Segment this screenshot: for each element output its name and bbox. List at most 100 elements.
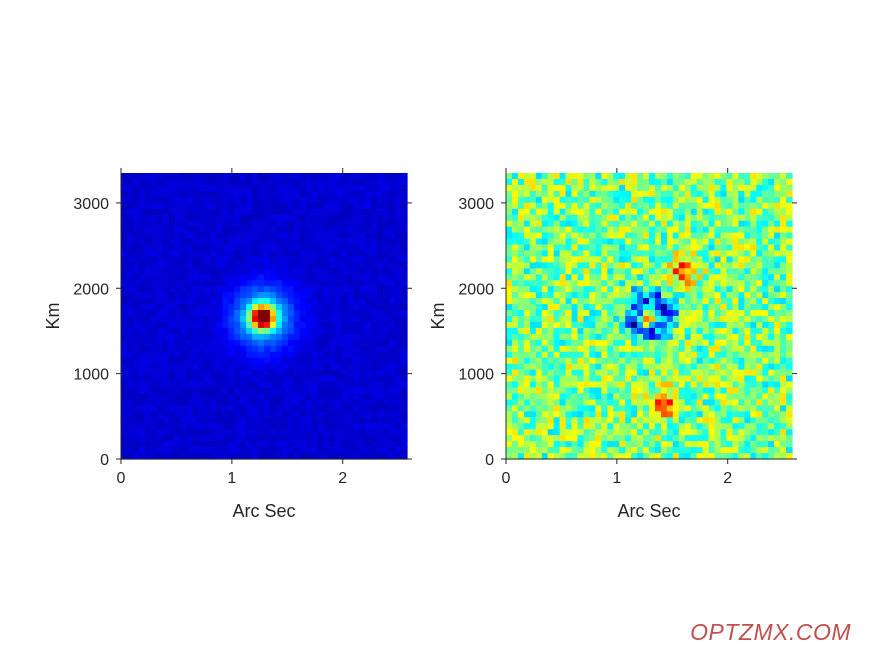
heatmap-cell [138,417,146,424]
heatmap-cell [583,220,591,228]
heatmap-cell [281,214,289,222]
heatmap-cell [762,381,769,389]
heatmap-cell [744,333,751,341]
heatmap-cell [529,316,537,323]
heatmap-cell [192,202,200,210]
heatmap-cell [156,447,164,454]
heatmap-cell [613,298,620,305]
heatmap-cell [714,357,722,365]
heatmap-cell [595,173,602,180]
heatmap-cell [252,238,259,246]
heatmap-cell [162,447,170,454]
heatmap-cell [726,399,734,406]
heatmap-cell [523,399,531,406]
heatmap-cell [506,310,513,317]
heatmap-cell [643,184,650,192]
heatmap-cell [511,405,519,412]
heatmap-cell [690,321,698,329]
heatmap-cell [696,411,704,418]
heatmap-cell [744,435,751,442]
heatmap-cell [666,298,674,305]
heatmap-cell [395,292,402,299]
heatmap-cell [654,238,662,246]
heatmap-cell [389,429,396,436]
heatmap-cell [246,226,253,234]
heatmap-cell [269,226,277,234]
heatmap-cell [329,232,337,240]
heatmap-cell [714,304,722,311]
heatmap-cell [720,208,728,216]
heatmap-cell [210,321,217,329]
heatmap-cell [150,363,158,371]
heatmap-cell [583,238,591,246]
heatmap-cell [529,226,537,234]
heatmap-cell [565,453,573,460]
heatmap-cell [547,274,555,281]
heatmap-cell [401,429,408,436]
heatmap-cell [714,435,722,442]
heatmap-cell [359,184,366,192]
heatmap-cell [774,262,781,269]
heatmap-cell [744,351,751,359]
heatmap-cell [252,310,259,317]
heatmap-cell [329,226,337,234]
heatmap-cell [714,173,722,180]
heatmap-cell [577,393,585,401]
heatmap-cell [204,280,211,287]
heatmap-cell [275,286,283,293]
heatmap-cell [389,226,396,234]
heatmap-cell [750,375,757,383]
heatmap-cell [258,351,265,359]
heatmap-cell [619,262,626,269]
heatmap-cell [589,298,596,305]
heatmap-cell [144,280,152,287]
heatmap-cell [228,220,235,228]
heatmap-cell [138,381,146,389]
heatmap-cell [204,244,211,252]
heatmap-cell [264,429,271,436]
heatmap-cell [395,310,402,317]
heatmap-cell [269,381,277,389]
heatmap-cell [720,351,728,359]
heatmap-cell [317,316,325,323]
heatmap-cell [696,250,704,258]
heatmap-cell [643,351,650,359]
heatmap-cell [323,393,331,401]
heatmap-cell [613,226,620,234]
heatmap-cell [359,256,366,263]
heatmap-cell [311,351,319,359]
heatmap-cell [559,238,567,246]
heatmap-cell [601,232,608,240]
heatmap-cell [121,226,128,234]
heatmap-cell [204,369,211,377]
heatmap-cell [383,387,390,395]
heatmap-cell [210,238,217,246]
heatmap-cell [732,286,739,293]
heatmap-cell [756,411,763,418]
heatmap-cell [335,292,343,299]
heatmap-cell [252,441,259,448]
heatmap-cell [401,292,408,299]
heatmap-cell [365,244,372,252]
heatmap-cell [150,184,158,192]
heatmap-cell [210,327,217,335]
heatmap-cell [625,304,632,311]
heatmap-cell [258,369,265,377]
heatmap-cell [252,190,259,198]
heatmap-cell [631,184,638,192]
heatmap-cell [150,423,158,430]
heatmap-cell [511,333,519,341]
heatmap-cell [595,310,602,317]
heatmap-cell [132,238,140,246]
heatmap-cell [768,363,775,371]
heatmap-cell [389,268,396,275]
heatmap-cell [565,232,573,240]
heatmap-cell [156,316,164,323]
heatmap-cell [198,321,206,329]
heatmap-cell [696,196,704,204]
heatmap-cell [305,369,313,377]
heatmap-cell [684,178,692,186]
heatmap-cell [359,435,366,442]
heatmap-cell [240,310,247,317]
heatmap-cell [401,369,408,377]
